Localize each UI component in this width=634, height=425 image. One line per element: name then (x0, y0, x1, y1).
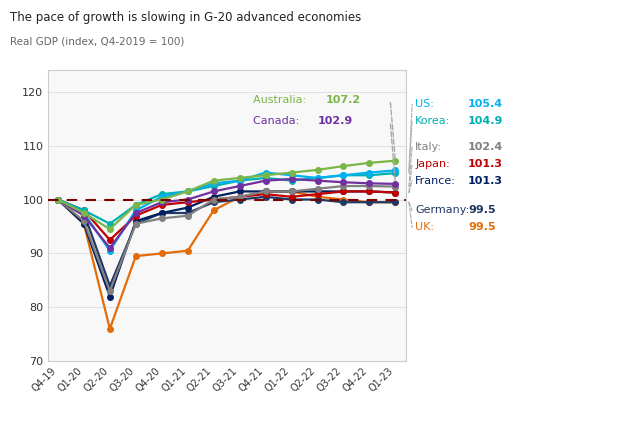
Text: 101.3: 101.3 (468, 159, 503, 169)
Text: Canada:: Canada: (252, 116, 302, 126)
Text: Japan:: Japan: (415, 159, 450, 169)
Text: 105.4: 105.4 (468, 99, 503, 109)
Text: US:: US: (415, 99, 434, 109)
Text: 99.5: 99.5 (468, 205, 496, 215)
Text: France:: France: (415, 176, 456, 186)
Text: 102.4: 102.4 (468, 142, 503, 152)
Text: Germany:: Germany: (415, 205, 470, 215)
Text: UK:: UK: (415, 222, 434, 232)
Text: 99.5: 99.5 (468, 222, 496, 232)
Text: 101.3: 101.3 (468, 176, 503, 186)
Text: The pace of growth is slowing in G-20 advanced economies: The pace of growth is slowing in G-20 ad… (10, 11, 361, 24)
Text: 102.9: 102.9 (318, 116, 353, 126)
Text: 107.2: 107.2 (325, 95, 360, 105)
Text: Italy:: Italy: (415, 142, 443, 152)
Text: 104.9: 104.9 (468, 116, 503, 126)
Text: Real GDP (index, Q4-2019 = 100): Real GDP (index, Q4-2019 = 100) (10, 36, 184, 46)
Text: Australia:: Australia: (252, 95, 309, 105)
Text: Korea:: Korea: (415, 116, 451, 126)
